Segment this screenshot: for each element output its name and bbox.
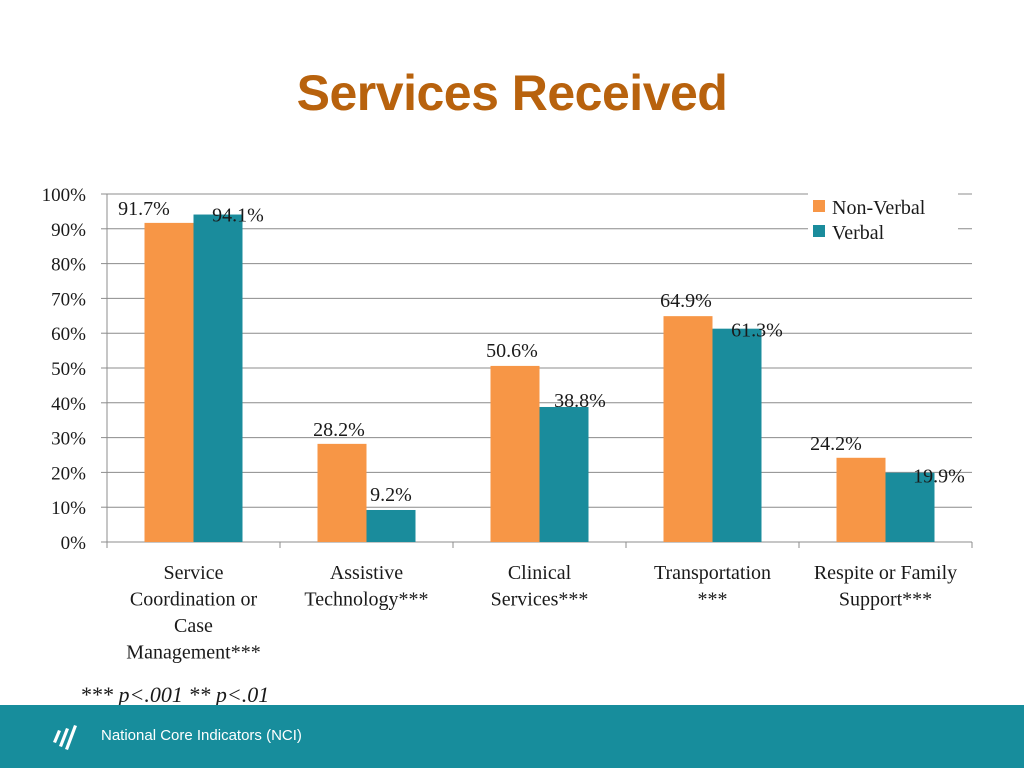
x-category-label: Coordination or <box>130 589 258 611</box>
legend-swatch <box>813 200 825 212</box>
data-label: 38.8% <box>554 390 606 412</box>
x-category-label: Support*** <box>839 589 932 611</box>
bar-non-verbal <box>144 222 194 542</box>
bar-verbal <box>712 328 762 542</box>
data-label: 64.9% <box>660 290 712 312</box>
data-label: 9.2% <box>370 484 412 506</box>
x-category-label: Management*** <box>126 642 260 664</box>
x-category-label: Service <box>164 562 224 584</box>
nci-logo-icon <box>53 725 77 750</box>
data-label: 91.7% <box>118 198 170 220</box>
data-label: 24.2% <box>810 433 862 455</box>
x-category-label: Case <box>174 615 213 637</box>
y-tick-label: 60% <box>51 324 86 345</box>
y-tick-label: 30% <box>51 429 86 450</box>
x-category-label: Services*** <box>491 589 589 611</box>
y-tick-label: 40% <box>51 394 86 415</box>
y-tick-label: 0% <box>61 533 87 554</box>
x-category-label: *** <box>698 589 728 611</box>
footer-bar: National Core Indicators (NCI) <box>0 705 1024 768</box>
data-label: 50.6% <box>486 340 538 362</box>
data-label: 28.2% <box>313 419 365 441</box>
bar-non-verbal <box>317 443 367 542</box>
x-category-label: Technology*** <box>304 589 428 611</box>
legend-swatch <box>813 225 825 237</box>
footer-text: National Core Indicators (NCI) <box>101 727 302 744</box>
bar-non-verbal <box>836 457 886 542</box>
legend-box <box>808 190 958 240</box>
y-tick-label: 70% <box>51 289 86 310</box>
bar-chart: 0% 10% 20% 30% 40% 50% 60% 70% 80% 90% 100% 91.7% 28… <box>42 185 973 664</box>
bar-verbal <box>366 509 416 542</box>
data-label: 61.3% <box>731 320 783 342</box>
bar-verbal <box>193 214 243 543</box>
y-tick-label: 10% <box>51 498 86 519</box>
slide-title: Services Received <box>296 65 728 121</box>
significance-footnote: *** p<.001 ** p<.01 <box>80 682 270 707</box>
data-label: 19.9% <box>913 466 965 488</box>
legend-label: Non-Verbal <box>832 197 926 219</box>
y-tick-label: 20% <box>51 463 86 484</box>
bar-verbal <box>539 406 589 542</box>
y-tick-label: 100% <box>42 185 87 206</box>
x-category-label: Assistive <box>330 562 403 584</box>
x-category-label: Clinical <box>508 562 572 584</box>
data-label: 94.1% <box>212 205 264 227</box>
y-tick-label: 50% <box>51 359 86 380</box>
bar-non-verbal <box>663 316 713 542</box>
x-category-label: Transportation <box>654 562 771 584</box>
bar-verbal <box>885 472 935 542</box>
y-tick-label: 80% <box>51 255 86 276</box>
x-category-label: Respite or Family <box>814 562 957 584</box>
bar-non-verbal <box>490 365 540 542</box>
y-tick-label: 90% <box>51 220 86 241</box>
legend-label: Verbal <box>832 222 885 244</box>
